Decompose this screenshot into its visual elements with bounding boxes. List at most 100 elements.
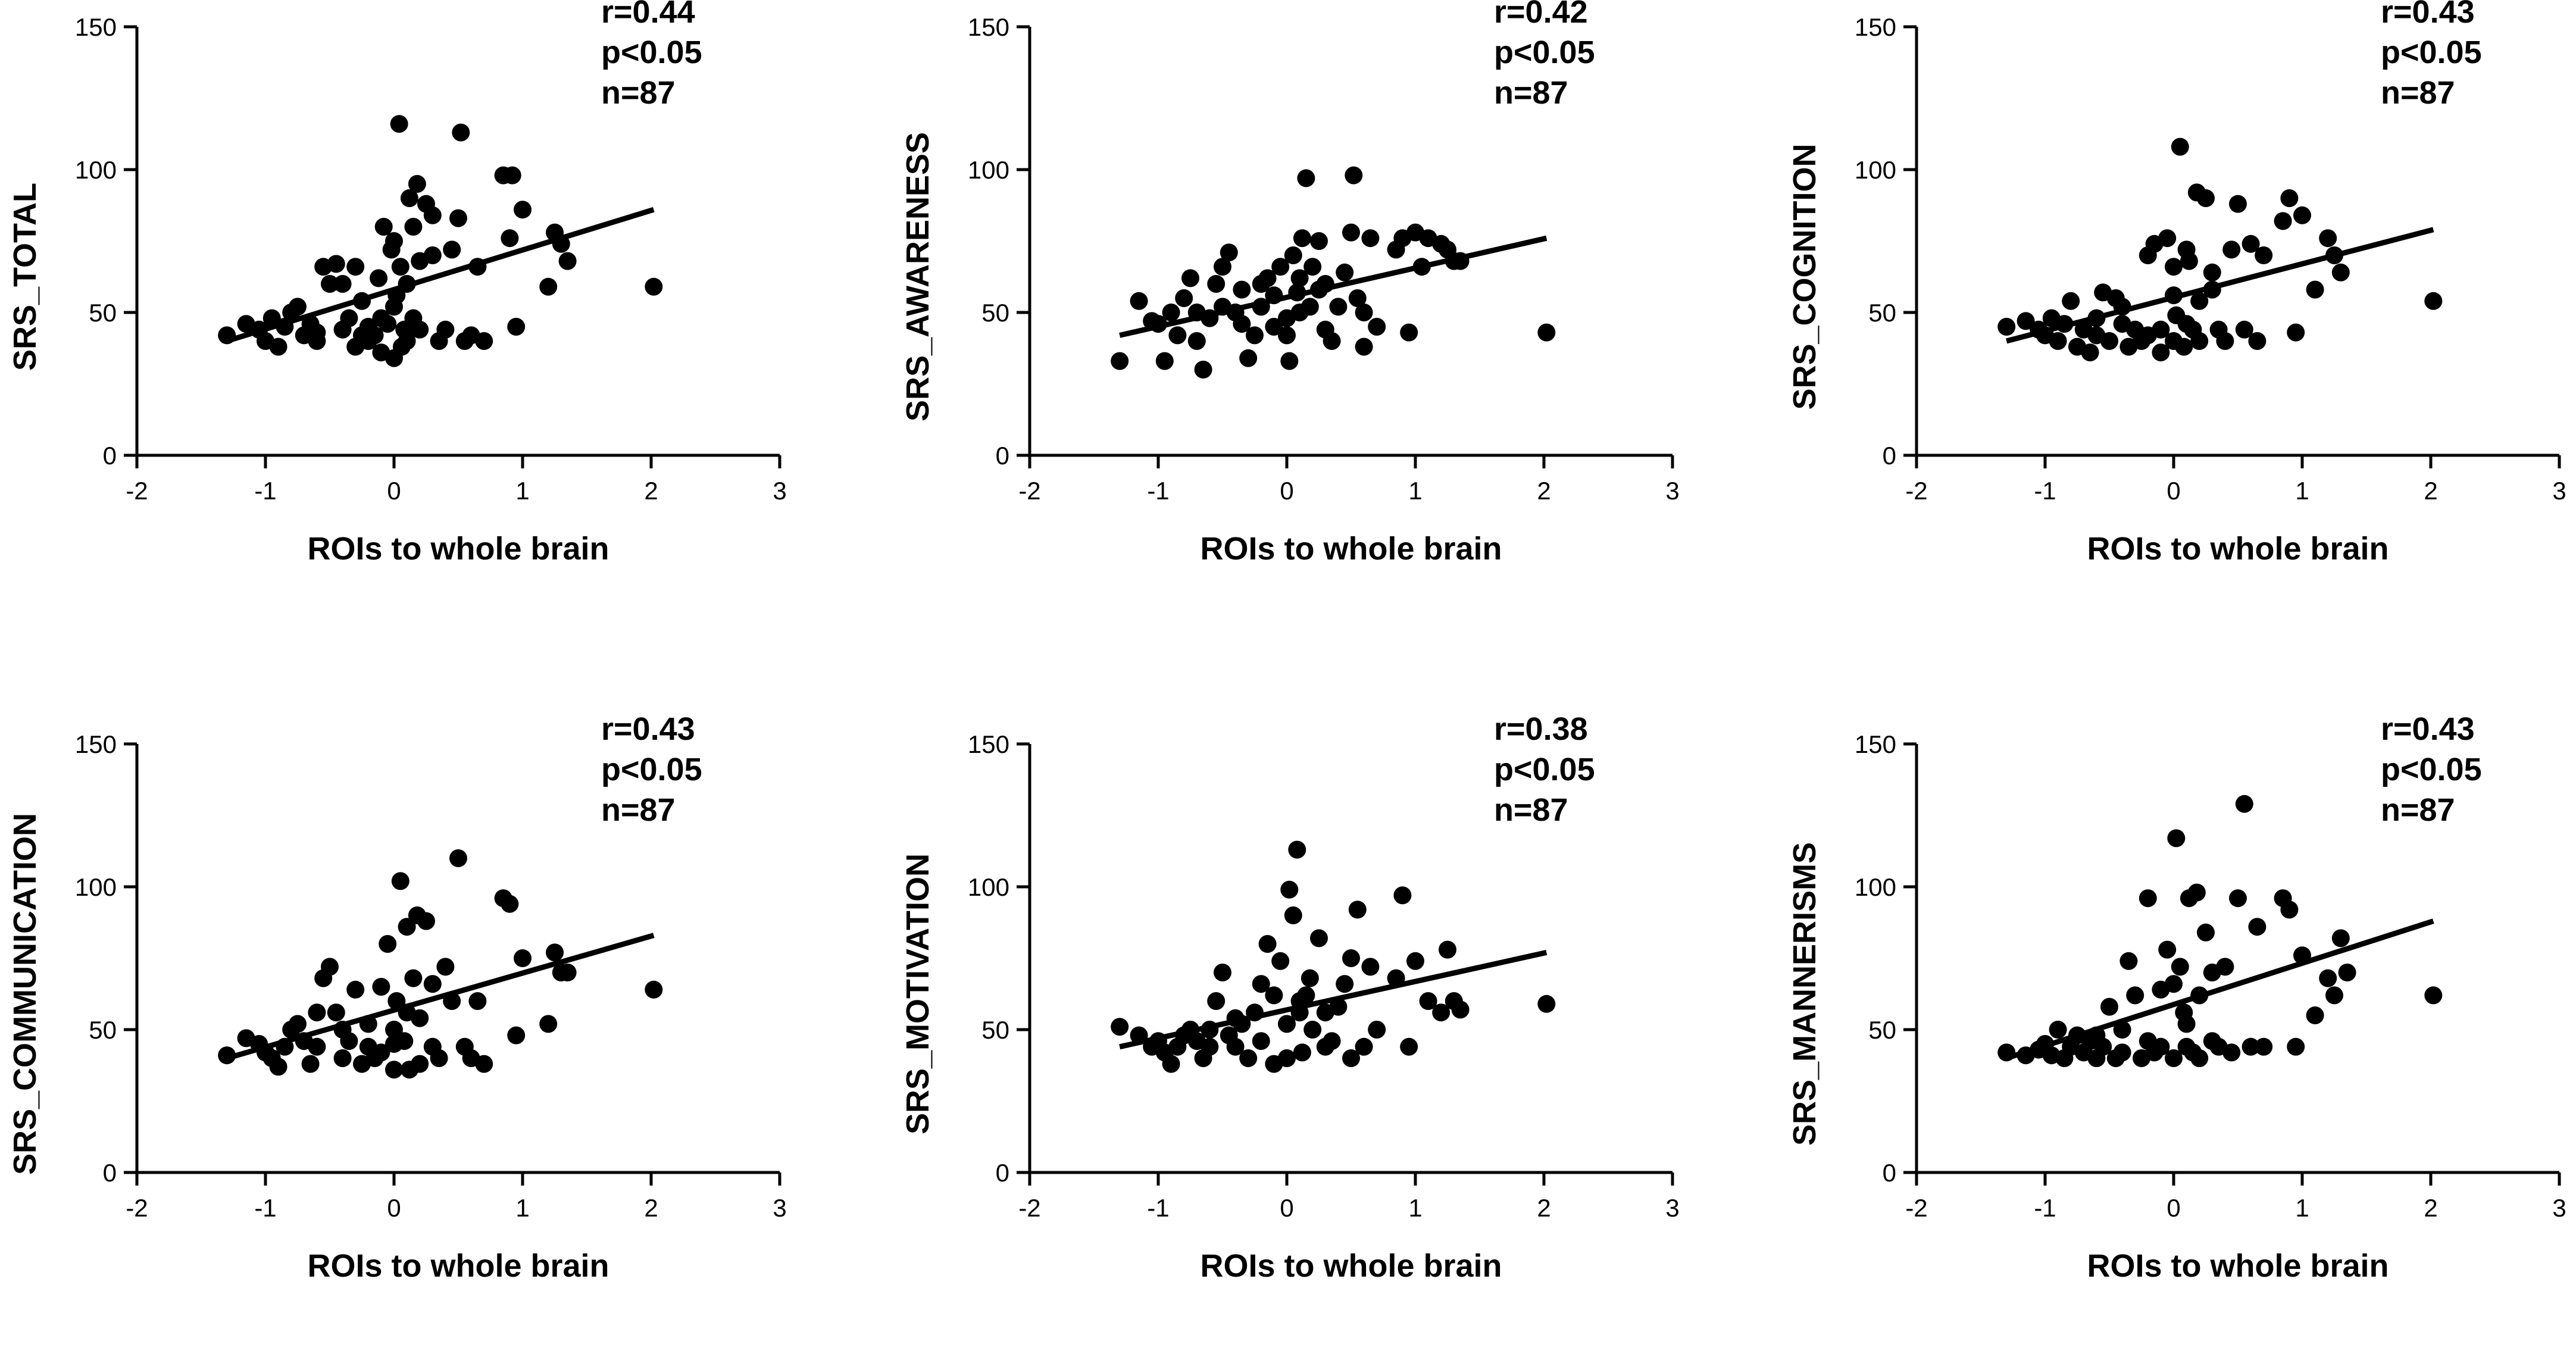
data-point (1400, 323, 1418, 342)
x-tick-label: 1 (2295, 477, 2309, 505)
scatter-plot-svg: -2 -1 0 1 2 3 0 50 100 150 ROIs to whole brain SRS_… (900, 0, 1680, 567)
y-tick-label: 150 (75, 730, 117, 758)
data-point (372, 309, 390, 327)
scatter-plot-svg: -2 -1 0 1 2 3 0 50 100 150 ROIs to whole brain SRS_… (900, 711, 1680, 1284)
data-point (2187, 883, 2206, 902)
data-point (1303, 258, 1322, 276)
x-tick-label: 2 (644, 477, 658, 505)
y-tick-label: 100 (75, 156, 117, 184)
data-point (1214, 964, 1231, 981)
data-point (1368, 1021, 1386, 1039)
data-point (1997, 318, 2016, 336)
scatter-plot-svg: -2 -1 0 1 2 3 0 50 100 150 ROIs to whole brain SRS_… (1787, 711, 2566, 1284)
data-point (501, 895, 519, 913)
x-tick-label: 2 (1537, 477, 1550, 505)
data-point (1361, 229, 1380, 248)
data-point (391, 258, 409, 276)
data-point (2152, 320, 2170, 339)
scatter-plot-svg: -2 -1 0 1 2 3 0 50 100 150 ROIs to whole brain SRS_… (1787, 0, 2566, 567)
x-tick-label: 3 (773, 1194, 786, 1222)
data-point (411, 320, 429, 339)
y-axis-title: SRS_AWARENESS (900, 132, 936, 421)
data-point (2424, 986, 2443, 1005)
x-tick-label: 1 (515, 477, 529, 505)
data-point (372, 978, 390, 996)
data-point (340, 309, 358, 327)
regression-line (226, 207, 655, 344)
x-tick-label: -1 (1147, 477, 1169, 505)
data-point (2180, 252, 2198, 270)
data-point (2424, 292, 2443, 310)
data-point (539, 1015, 558, 1033)
data-point (2306, 280, 2324, 299)
data-point (1342, 223, 1360, 242)
data-point (2017, 312, 2035, 330)
data-point (353, 326, 371, 345)
data-point (501, 229, 519, 248)
data-point (385, 232, 403, 250)
data-point (1111, 1018, 1129, 1036)
data-point (475, 1055, 493, 1073)
n-count-text: n=87 (2381, 792, 2455, 828)
x-tick-label: 0 (387, 477, 401, 505)
y-axis-title: SRS_COGNITION (1787, 143, 1822, 409)
data-point (1194, 361, 1212, 379)
data-point (1130, 292, 1148, 310)
data-point (1220, 243, 1238, 262)
data-point (1290, 269, 1309, 287)
data-point (1451, 1000, 1470, 1019)
data-point (2165, 1049, 2183, 1067)
r-value-text: r=0.43 (2381, 711, 2475, 747)
data-point (1348, 900, 1367, 919)
scatter-panel-5: -2 -1 0 1 2 3 0 50 100 150 ROIs to whole brain SRS_… (893, 711, 1750, 1354)
p-value-text: p<0.05 (601, 752, 702, 787)
data-point (436, 958, 455, 976)
data-point (2280, 900, 2299, 919)
x-tick-label: 0 (2167, 1194, 2180, 1222)
data-point (1361, 958, 1380, 976)
data-point (1239, 349, 1258, 367)
data-point (423, 206, 442, 224)
regression-line (1119, 235, 1548, 338)
data-point (346, 258, 365, 276)
data-point (2062, 292, 2080, 310)
y-tick-label: 0 (996, 442, 1009, 470)
y-tick-label: 50 (1868, 299, 1896, 327)
data-point (2081, 343, 2099, 362)
data-point (218, 1046, 236, 1065)
data-point (2126, 986, 2144, 1005)
data-point (1300, 969, 1319, 987)
x-axis-title: ROIs to whole brain (307, 1248, 609, 1284)
data-point (1258, 935, 1277, 953)
y-tick-label: 100 (968, 156, 1009, 184)
data-point (1393, 886, 1412, 905)
data-point (1201, 1037, 1219, 1056)
x-tick-label: 2 (2424, 1194, 2437, 1222)
data-point (2190, 292, 2209, 310)
data-point (514, 201, 532, 219)
data-point (408, 175, 426, 193)
data-point (289, 1015, 307, 1033)
data-point (1271, 952, 1290, 970)
x-axis-title: ROIs to whole brain (1200, 1248, 1502, 1284)
x-tick-label: -1 (254, 477, 276, 505)
x-tick-label: -2 (126, 1194, 148, 1222)
data-point (1155, 352, 1174, 370)
n-count-text: n=87 (1494, 792, 1568, 828)
data-point (1310, 232, 1328, 250)
data-point (370, 269, 388, 287)
x-tick-label: 3 (2552, 1194, 2566, 1222)
x-tick-label: 0 (387, 1194, 401, 1222)
x-tick-label: -2 (126, 477, 148, 505)
x-tick-label: 2 (1537, 1194, 1550, 1222)
x-tick-label: -2 (1905, 477, 1927, 505)
y-tick-label: 150 (75, 13, 117, 41)
p-value-text: p<0.05 (601, 35, 702, 70)
x-tick-label: -1 (2034, 477, 2056, 505)
data-point (1323, 332, 1341, 350)
data-point (2255, 246, 2273, 264)
data-point (2049, 332, 2067, 350)
x-tick-label: -1 (254, 1194, 276, 1222)
data-point (1406, 952, 1424, 970)
data-point (289, 298, 307, 316)
